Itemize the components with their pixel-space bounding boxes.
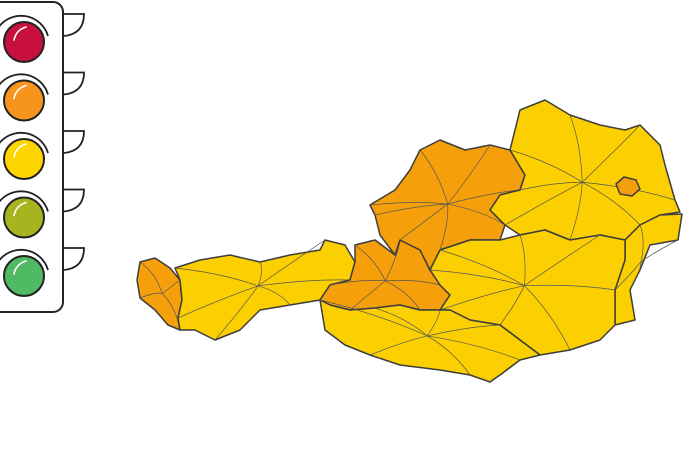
lamp-yellow-green — [0, 188, 85, 239]
district-border — [374, 203, 448, 216]
district-border — [427, 335, 471, 376]
lamp-red — [0, 13, 85, 63]
district-border — [439, 249, 525, 286]
district-border — [258, 279, 351, 287]
district-border — [519, 181, 583, 191]
district-border — [641, 239, 679, 262]
lamp-yellow — [0, 130, 85, 180]
traffic-light — [0, 1, 85, 313]
district-border — [162, 279, 181, 294]
region-styria[interactable] — [429, 229, 626, 356]
district-border — [569, 114, 583, 183]
district-border — [569, 182, 583, 241]
region-carinthia[interactable] — [319, 299, 541, 383]
district-border — [257, 261, 262, 287]
visor-icon — [63, 13, 85, 37]
district-border — [369, 202, 448, 206]
district-border — [614, 260, 642, 291]
district-border — [524, 284, 616, 291]
district-border — [447, 203, 506, 226]
district-border — [429, 269, 525, 287]
district-border — [524, 285, 571, 351]
district-border — [639, 224, 644, 262]
district-border — [329, 280, 386, 286]
district-border — [174, 267, 259, 287]
visor-icon — [63, 130, 85, 154]
visor-icon — [63, 71, 85, 96]
district-border — [257, 239, 326, 287]
district-border — [519, 234, 526, 286]
visor-icon — [63, 188, 85, 213]
district-border — [427, 324, 501, 337]
district-border — [354, 244, 386, 281]
district-border — [177, 285, 259, 319]
district-border — [399, 203, 448, 241]
region-vienna[interactable] — [615, 176, 641, 197]
district-border — [419, 149, 449, 205]
district-border — [258, 285, 291, 306]
district-border — [509, 149, 583, 183]
district-border — [214, 285, 259, 341]
district-border — [385, 280, 421, 311]
district-border — [582, 181, 641, 226]
district-border — [447, 144, 491, 205]
district-border — [369, 335, 428, 356]
district-border — [524, 234, 601, 286]
district-border — [629, 261, 642, 291]
district-border — [319, 299, 428, 337]
district-border — [439, 285, 525, 311]
lamp-green — [0, 247, 85, 297]
district-border — [499, 285, 525, 326]
district-border — [427, 335, 521, 361]
lamp-orange — [0, 71, 85, 122]
visor-icon — [63, 247, 85, 271]
district-border — [427, 309, 441, 337]
district-border — [374, 307, 428, 337]
district-border — [447, 189, 521, 205]
district-border — [385, 280, 441, 286]
district-border — [504, 181, 583, 226]
district-border — [581, 124, 641, 183]
district-border — [439, 204, 449, 251]
district-border — [349, 280, 386, 311]
district-border — [139, 292, 163, 299]
district-border — [139, 261, 163, 294]
